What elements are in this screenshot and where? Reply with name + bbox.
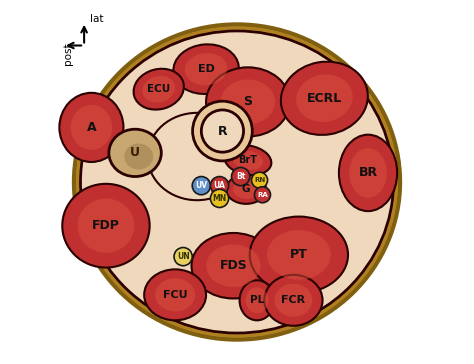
Ellipse shape (339, 135, 397, 211)
Ellipse shape (71, 105, 112, 150)
Ellipse shape (173, 44, 239, 94)
Ellipse shape (250, 217, 348, 293)
Ellipse shape (78, 198, 134, 253)
Ellipse shape (267, 230, 331, 280)
Ellipse shape (81, 31, 393, 333)
Text: A: A (87, 121, 96, 134)
Text: UV: UV (195, 181, 208, 190)
Text: FDS: FDS (219, 259, 247, 272)
Circle shape (174, 248, 192, 266)
Text: ECRL: ECRL (307, 92, 342, 105)
Ellipse shape (206, 67, 290, 136)
Ellipse shape (264, 275, 322, 326)
Ellipse shape (225, 145, 271, 175)
Circle shape (192, 177, 210, 195)
Ellipse shape (349, 148, 387, 198)
Ellipse shape (142, 76, 175, 102)
Ellipse shape (109, 129, 161, 177)
Text: RA: RA (257, 192, 268, 198)
Ellipse shape (124, 143, 153, 170)
Ellipse shape (239, 280, 274, 320)
Ellipse shape (59, 93, 123, 162)
Circle shape (252, 172, 268, 188)
Text: ECU: ECU (147, 84, 170, 94)
Ellipse shape (191, 233, 275, 298)
Ellipse shape (155, 278, 195, 311)
Text: FCU: FCU (163, 290, 187, 300)
Text: UN: UN (177, 252, 190, 261)
Ellipse shape (192, 101, 252, 161)
Circle shape (210, 189, 228, 207)
Ellipse shape (134, 69, 184, 110)
Text: BrT: BrT (238, 155, 257, 165)
Text: RN: RN (254, 177, 265, 183)
Ellipse shape (201, 110, 244, 152)
Text: R: R (218, 124, 227, 138)
Ellipse shape (246, 287, 268, 313)
Text: G: G (242, 184, 250, 194)
Text: ED: ED (198, 64, 215, 74)
Ellipse shape (221, 79, 275, 124)
Text: FCR: FCR (282, 295, 305, 305)
Ellipse shape (185, 53, 228, 85)
Text: lat: lat (90, 14, 103, 24)
Ellipse shape (233, 180, 259, 199)
Circle shape (255, 187, 271, 203)
Ellipse shape (74, 24, 400, 340)
Circle shape (231, 167, 250, 186)
Ellipse shape (226, 175, 266, 204)
Ellipse shape (274, 284, 312, 317)
Ellipse shape (206, 245, 261, 287)
Ellipse shape (233, 150, 263, 170)
Text: Bt: Bt (236, 172, 246, 181)
Text: S: S (244, 95, 253, 108)
Text: FDP: FDP (92, 219, 120, 232)
Text: PT: PT (290, 248, 308, 261)
Ellipse shape (62, 184, 150, 268)
Ellipse shape (148, 113, 246, 200)
Circle shape (210, 177, 228, 195)
Ellipse shape (281, 62, 368, 135)
Ellipse shape (78, 28, 396, 336)
Text: BR: BR (358, 166, 378, 179)
Text: MN: MN (212, 194, 227, 203)
Ellipse shape (144, 269, 206, 320)
Text: PL: PL (250, 295, 264, 305)
Text: post: post (63, 42, 73, 65)
Text: UA: UA (214, 181, 226, 190)
Text: U: U (130, 146, 140, 159)
Ellipse shape (296, 75, 353, 122)
